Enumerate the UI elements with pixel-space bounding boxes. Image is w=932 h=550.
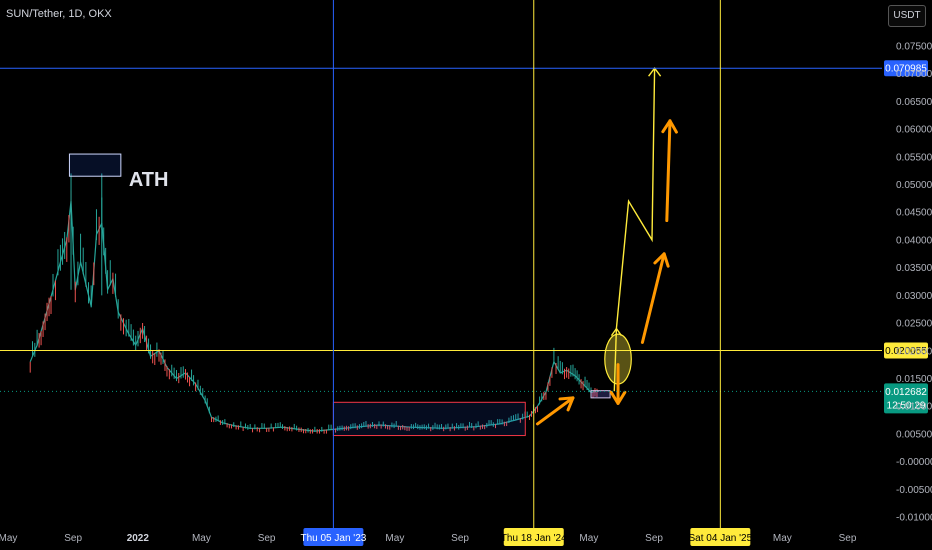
price-label-text: 0.020055 bbox=[885, 346, 927, 357]
y-tick-label: -0.005000 bbox=[896, 485, 932, 496]
date-label-text: Sat 04 Jan '25 bbox=[689, 533, 753, 544]
orange-arrowhead bbox=[558, 396, 575, 412]
ath-label: ATH bbox=[129, 169, 169, 191]
countdown-text: 12:50:29 bbox=[887, 400, 926, 411]
x-tick-label: Sep bbox=[839, 533, 857, 544]
projection-arrowhead bbox=[610, 327, 623, 337]
date-label-text: Thu 18 Jan '24 bbox=[501, 533, 567, 544]
orange-arrowhead bbox=[653, 252, 670, 268]
price-line bbox=[29, 200, 600, 432]
price-label-badge bbox=[884, 60, 928, 77]
price-series-layer bbox=[29, 173, 600, 434]
annotation-layer: ATH bbox=[68, 66, 678, 437]
chart-title: SUN/Tether, 1D, OKX bbox=[6, 8, 112, 20]
x-tick-label: May bbox=[192, 533, 211, 544]
orange-arrowhead bbox=[661, 119, 678, 134]
ath-box bbox=[68, 153, 122, 177]
y-tick-label: -0.000000 bbox=[896, 457, 932, 468]
last-price-text: 0.012682 bbox=[885, 387, 927, 398]
x-tick-label: 2022 bbox=[127, 533, 150, 544]
orange-arrow-shaft bbox=[640, 252, 666, 344]
x-tick-label: May bbox=[385, 533, 404, 544]
orange-arrowhead bbox=[609, 390, 627, 405]
last-price-badge bbox=[884, 383, 928, 414]
accumulation-range-box bbox=[332, 401, 526, 437]
x-tick-label: Sep bbox=[645, 533, 663, 544]
x-tick-label: May bbox=[579, 533, 598, 544]
price-label-text: 0.070985 bbox=[885, 64, 927, 75]
date-label-badge bbox=[503, 528, 564, 546]
price-label-badge bbox=[884, 342, 928, 359]
date-label-badge bbox=[303, 528, 364, 546]
small-range-box bbox=[590, 390, 611, 399]
orange-arrow-shaft bbox=[665, 119, 672, 223]
x-tick-label: May bbox=[0, 533, 17, 544]
date-label-badge bbox=[690, 528, 751, 546]
x-tick-label: Sep bbox=[258, 533, 276, 544]
projection-path bbox=[613, 68, 656, 392]
y-tick-label: 0.005000 bbox=[896, 429, 932, 440]
currency-selector-button[interactable]: USDT bbox=[888, 5, 926, 27]
x-axis: May Sep 2022 May Sep May Sep May Sep May Sep bbox=[0, 533, 857, 544]
x-tick-label: May bbox=[773, 533, 792, 544]
x-tick-label: Sep bbox=[64, 533, 82, 544]
date-label-text: Thu 05 Jan '23 bbox=[300, 533, 366, 544]
x-tick-label: Sep bbox=[451, 533, 469, 544]
orange-arrow-shaft bbox=[535, 396, 575, 426]
